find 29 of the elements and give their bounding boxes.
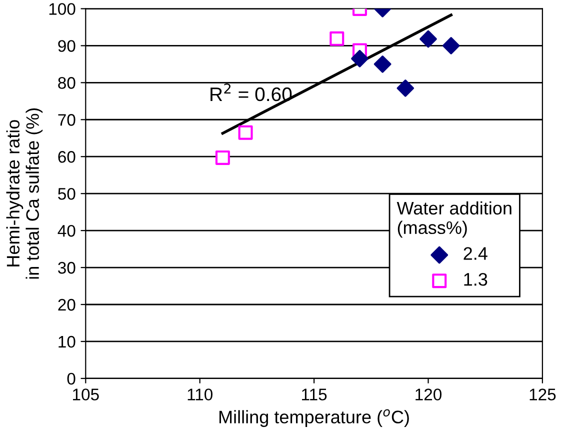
point — [420, 30, 437, 48]
legend-title: Water addition (mass%) — [396, 201, 512, 238]
point — [351, 50, 368, 68]
y-tick-label: 100 — [49, 3, 76, 15]
x-tick-label: 120 — [416, 388, 442, 400]
y-axis-title: Hemi-hydrate ratio in total Ca sulfate (%) — [6, 108, 43, 279]
y-tick-label: 70 — [58, 114, 76, 126]
point — [238, 125, 253, 140]
x-tick-label: 105 — [73, 388, 99, 400]
y-tick-label: 20 — [58, 298, 76, 311]
y-tick-label: 40 — [58, 224, 76, 237]
y-tick-label: 80 — [58, 77, 76, 89]
point — [374, 56, 392, 73]
y-tick-label: 10 — [58, 336, 76, 348]
x-tick-label: 110 — [188, 388, 212, 400]
y-tick-label: 50 — [58, 188, 76, 200]
y-tick-label: 60 — [58, 151, 76, 163]
y-tick-label: 90 — [58, 40, 76, 52]
y-tick-label: 0 — [67, 372, 76, 385]
point — [330, 31, 344, 46]
x-tick-label: 115 — [302, 388, 327, 400]
legend-label: 2.4 — [464, 247, 488, 260]
legend-label: 1.3 — [464, 272, 488, 286]
point — [396, 80, 414, 97]
x-tick-label: 125 — [530, 388, 556, 400]
point — [442, 37, 460, 54]
x-axis-title: Milling temperature ($^{o}$C) — [219, 409, 409, 427]
y-tick-label: 30 — [58, 262, 76, 274]
point — [215, 150, 230, 165]
